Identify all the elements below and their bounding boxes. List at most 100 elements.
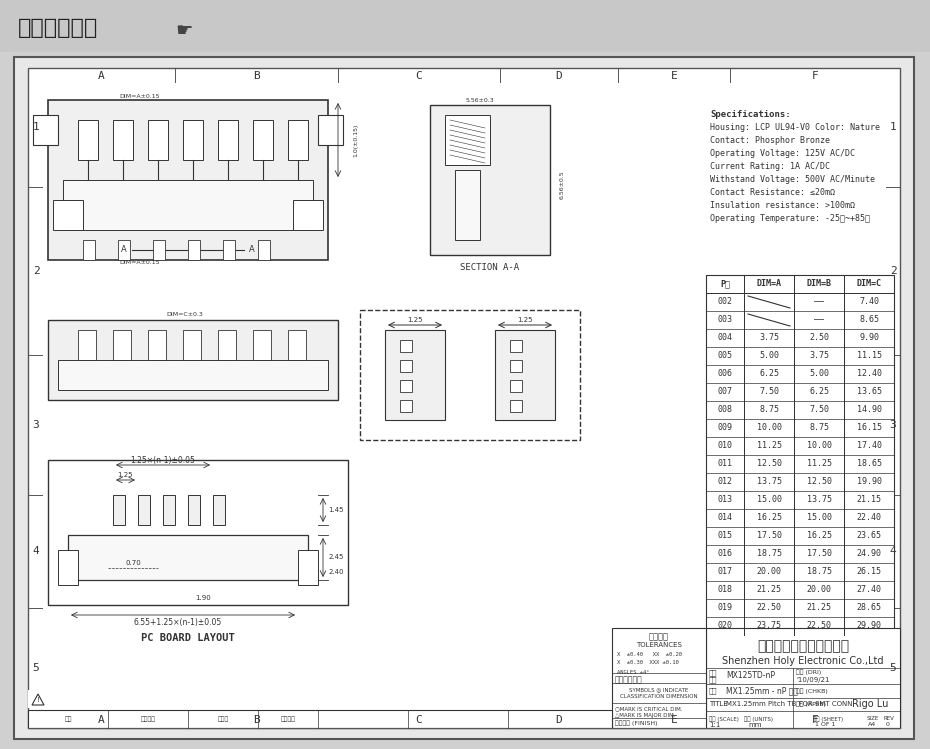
Bar xyxy=(153,240,165,260)
Bar xyxy=(218,330,236,360)
Text: 0: 0 xyxy=(885,723,889,727)
Text: 7.50: 7.50 xyxy=(809,405,829,414)
Text: ☛: ☛ xyxy=(175,20,193,40)
Text: 10.00: 10.00 xyxy=(806,441,831,450)
Text: 21.25: 21.25 xyxy=(806,604,831,613)
Text: 012: 012 xyxy=(718,478,733,487)
Text: 1.0(±0.15): 1.0(±0.15) xyxy=(353,124,358,157)
Text: 020: 020 xyxy=(718,622,733,631)
Bar xyxy=(400,340,412,352)
Text: 005: 005 xyxy=(718,351,733,360)
Bar xyxy=(28,68,900,728)
Bar xyxy=(318,115,343,145)
Text: SIZE: SIZE xyxy=(866,717,879,721)
Text: 18.75: 18.75 xyxy=(756,550,781,559)
Text: 29.90: 29.90 xyxy=(857,622,882,631)
Bar xyxy=(495,330,555,420)
Text: 2: 2 xyxy=(33,266,39,276)
Text: 8.75: 8.75 xyxy=(809,423,829,432)
Text: A: A xyxy=(249,246,255,255)
Text: DIM=A: DIM=A xyxy=(756,279,781,288)
Text: 深圳市宏利电子有限公司: 深圳市宏利电子有限公司 xyxy=(757,639,849,653)
Bar xyxy=(288,330,306,360)
Text: A: A xyxy=(99,71,105,81)
Text: 16.25: 16.25 xyxy=(756,514,781,523)
Text: B: B xyxy=(253,71,259,81)
Bar xyxy=(48,100,328,260)
Text: 8.65: 8.65 xyxy=(859,315,879,324)
Text: 16.25: 16.25 xyxy=(806,532,831,541)
Text: 014: 014 xyxy=(718,514,733,523)
Text: MX1.25mm - nP 贴贴: MX1.25mm - nP 贴贴 xyxy=(726,687,798,696)
Bar xyxy=(163,495,175,525)
Text: 28.65: 28.65 xyxy=(857,604,882,613)
Bar xyxy=(510,340,522,352)
Text: CLASSIFICATION DIMENSION: CLASSIFICATION DIMENSION xyxy=(620,694,698,700)
Text: 张数 (SHEET): 张数 (SHEET) xyxy=(814,716,844,722)
Text: 8.75: 8.75 xyxy=(759,405,779,414)
Text: 在线图纸下载: 在线图纸下载 xyxy=(18,18,99,38)
Text: SECTION A-A: SECTION A-A xyxy=(460,262,520,271)
Text: 核准 (APPB): 核准 (APPB) xyxy=(796,701,826,707)
Text: 15.00: 15.00 xyxy=(756,496,781,505)
Text: 18.65: 18.65 xyxy=(857,459,882,469)
Text: 11.15: 11.15 xyxy=(857,351,882,360)
Text: 13.75: 13.75 xyxy=(756,478,781,487)
Bar xyxy=(83,240,95,260)
Text: 7.50: 7.50 xyxy=(759,387,779,396)
Text: C: C xyxy=(416,715,422,725)
Text: 15.00: 15.00 xyxy=(806,514,831,523)
Text: Contact: Phosphor Bronze: Contact: Phosphor Bronze xyxy=(710,136,830,145)
Bar xyxy=(138,495,150,525)
Bar xyxy=(400,360,412,372)
Text: A: A xyxy=(99,715,105,725)
Text: D: D xyxy=(555,715,563,725)
Text: 14.90: 14.90 xyxy=(857,405,882,414)
Text: 22.50: 22.50 xyxy=(756,604,781,613)
Text: E: E xyxy=(671,715,677,725)
Bar xyxy=(258,240,270,260)
Text: 008: 008 xyxy=(718,405,733,414)
Text: 修改者: 修改者 xyxy=(218,716,229,722)
Text: 18.75: 18.75 xyxy=(806,568,831,577)
Text: 制图 (DRI): 制图 (DRI) xyxy=(796,669,821,675)
Text: 3: 3 xyxy=(33,420,39,430)
Bar xyxy=(400,380,412,392)
Bar xyxy=(183,330,201,360)
Text: 22.40: 22.40 xyxy=(857,514,882,523)
Text: 5.56±0.3: 5.56±0.3 xyxy=(466,97,495,103)
Text: 17.50: 17.50 xyxy=(756,532,781,541)
Text: 1:1: 1:1 xyxy=(709,722,721,728)
Text: 12.50: 12.50 xyxy=(756,459,781,469)
Text: 单位 (UNITS): 单位 (UNITS) xyxy=(744,716,773,722)
Text: 13.65: 13.65 xyxy=(857,387,882,396)
Bar xyxy=(58,550,78,585)
Bar xyxy=(288,120,308,160)
Text: 1.25: 1.25 xyxy=(117,472,133,478)
Text: Shenzhen Holy Electronic Co.,Ltd: Shenzhen Holy Electronic Co.,Ltd xyxy=(723,656,884,666)
Text: DIM=C±0.3: DIM=C±0.3 xyxy=(166,312,204,318)
Text: F: F xyxy=(812,71,818,81)
Text: Operating Voltage: 125V AC/DC: Operating Voltage: 125V AC/DC xyxy=(710,149,855,158)
Text: 5.00: 5.00 xyxy=(759,351,779,360)
Text: 21.25: 21.25 xyxy=(756,586,781,595)
Text: 006: 006 xyxy=(718,369,733,378)
Text: DIM=C: DIM=C xyxy=(857,279,882,288)
Text: 011: 011 xyxy=(718,459,733,469)
Text: 2.50: 2.50 xyxy=(809,333,829,342)
Text: B: B xyxy=(253,715,259,725)
Text: 表面处理 (FINISH): 表面处理 (FINISH) xyxy=(615,721,658,726)
Text: A: A xyxy=(121,246,126,255)
Text: 4: 4 xyxy=(890,547,897,557)
Text: 26.15: 26.15 xyxy=(857,568,882,577)
Text: PC BOARD LAYOUT: PC BOARD LAYOUT xyxy=(141,633,235,643)
Text: 20.00: 20.00 xyxy=(756,568,781,577)
Text: Current Rating: 1A AC/DC: Current Rating: 1A AC/DC xyxy=(710,162,830,171)
Bar xyxy=(253,330,271,360)
Text: 1.90: 1.90 xyxy=(195,595,211,601)
Text: DIM=B: DIM=B xyxy=(806,279,831,288)
Bar xyxy=(455,170,480,240)
Text: 24.90: 24.90 xyxy=(857,550,882,559)
Text: X  ±0.30  XXX ±0.10: X ±0.30 XXX ±0.10 xyxy=(617,661,679,666)
Text: 工程
图号: 工程 图号 xyxy=(709,669,718,683)
